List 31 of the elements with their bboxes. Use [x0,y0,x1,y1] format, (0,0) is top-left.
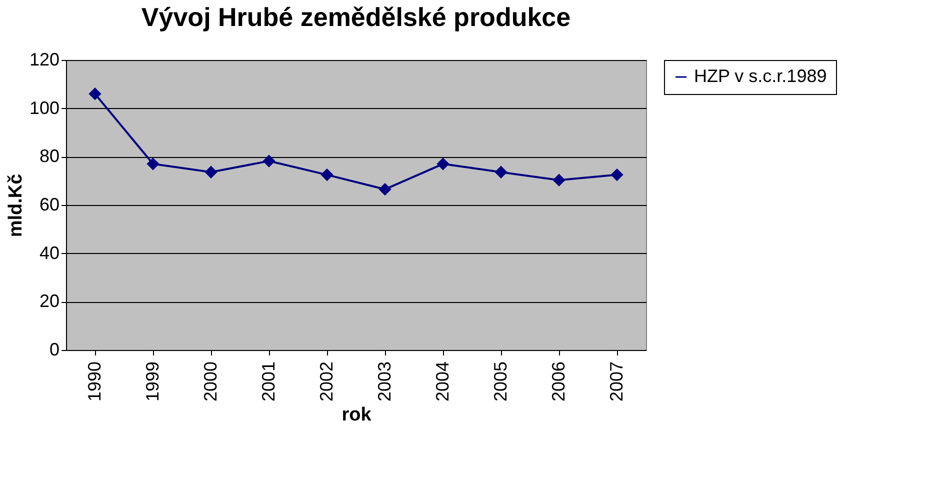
y-tick-label: 80 [39,146,60,166]
point [320,168,334,182]
point [146,158,160,170]
y-tick-label: 40 [39,242,60,263]
y-axis-title: mld.Kč [5,173,26,238]
point [204,166,218,178]
point [88,88,102,100]
point [610,168,624,182]
point [494,166,508,178]
point [552,174,566,186]
x-tick-label: 2005 [490,362,510,402]
x-tick-label: 2003 [374,362,394,402]
y-tick-label: 120 [29,50,60,70]
x-tick-label: 1999 [142,362,162,402]
point [262,154,276,168]
x-tick-label: 2002 [316,362,336,402]
x-tick-label: 2001 [258,362,278,402]
y-tick-label: 20 [39,291,60,312]
y-tick-label: 0 [49,340,60,360]
legend-label: HZP v s.c.r.1989 [694,66,827,86]
x-axis-title: rok [342,404,372,426]
point [436,158,450,170]
x-tick-label: 2004 [432,362,452,402]
point [378,182,392,196]
y-tick-label: 100 [29,98,60,118]
x-tick-label: 2006 [548,362,568,402]
y-tick-label: 60 [39,194,60,214]
x-tick-label: 2007 [606,362,626,402]
x-tick-label: 1990 [84,362,104,402]
chart-title: Vývoj Hrubé zemědělské produkce [141,2,571,32]
x-tick-label: 2000 [200,362,220,402]
